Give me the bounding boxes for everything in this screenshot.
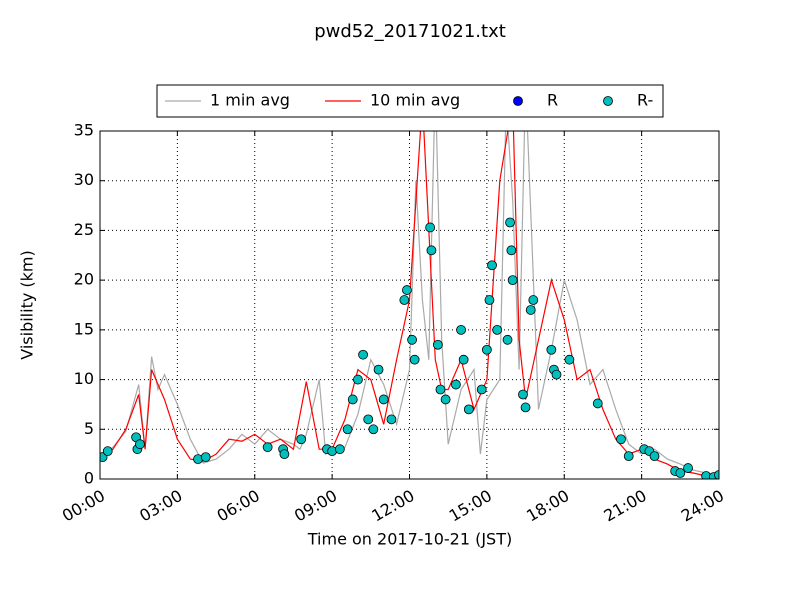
x-axis-label: Time on 2017-10-21 (JST) [307,530,512,549]
data-point [353,374,363,385]
data-point [363,414,374,425]
y-tick-label: 30 [74,170,94,189]
data-point [440,394,451,405]
data-point [200,452,211,463]
x-tick-label: 21:00 [600,486,649,526]
y-tick-label: 5 [84,419,94,438]
data-point [386,414,397,425]
data-point [135,439,145,450]
legend-label: 1 min avg [210,91,290,110]
legend-marker [603,96,613,106]
data-point [432,339,443,350]
data-point [592,398,603,409]
data-point [373,364,384,375]
data-point [296,434,307,445]
data-point [506,245,517,256]
legend-label: R- [637,91,653,110]
data-point [262,442,273,453]
plot-frame [99,130,720,480]
data-point [463,404,474,415]
data-point [279,449,290,460]
x-tick-label: 00:00 [59,486,108,526]
data-point [368,424,379,435]
data-point [518,389,528,400]
legend-label: 10 min avg [370,91,460,110]
x-tick-label: 03:00 [136,486,185,526]
data-point [347,394,358,405]
y-tick-label: 15 [74,319,94,338]
y-tick-label: 35 [74,121,94,140]
data-point [378,394,389,405]
data-point [334,444,345,455]
data-point [502,334,513,345]
legend-box [156,84,664,118]
data-point [399,295,410,305]
data-point [683,463,693,473]
data-point [528,295,539,305]
data-point [342,424,353,435]
data-point [546,344,557,355]
data-point [487,260,497,271]
data-point [451,379,461,390]
data-point [525,305,536,315]
x-tick-label: 15:00 [446,486,495,526]
x-tick-label: 12:00 [368,486,417,526]
y-tick-label: 10 [74,369,94,388]
data-point [102,446,113,457]
data-point [484,295,495,305]
x-tick-label: 06:00 [214,486,263,526]
plot-area [100,131,719,479]
data-point [505,217,515,228]
data-point [520,402,531,413]
data-point [456,324,466,335]
x-tick-label: 18:00 [523,486,572,526]
y-axis-label: Visibility (km) [18,250,37,359]
data-point [675,468,686,478]
data-point [623,451,634,462]
data-point [425,222,436,233]
data-point [435,384,446,395]
data-point [407,334,417,345]
legend-label: R [547,91,558,110]
data-point [458,354,469,365]
data-point [564,354,575,365]
data-point [358,349,368,360]
data-point [649,451,660,462]
data-point [551,369,562,380]
y-tick-label: 25 [74,220,94,239]
x-tick-label: 09:00 [291,486,340,526]
legend-marker [513,96,523,106]
x-tick-label: 24:00 [678,486,727,526]
data-point [616,434,626,445]
data-point [481,344,492,355]
y-tick-label: 20 [74,270,94,289]
data-point [714,470,719,479]
y-tick-label: 0 [84,469,94,488]
data-point [492,324,503,335]
data-point [409,354,420,365]
data-point [476,384,487,395]
data-point [507,275,518,286]
data-point [402,285,412,295]
chart-title: pwd52_20171021.txt [314,21,506,42]
data-point [426,245,437,256]
